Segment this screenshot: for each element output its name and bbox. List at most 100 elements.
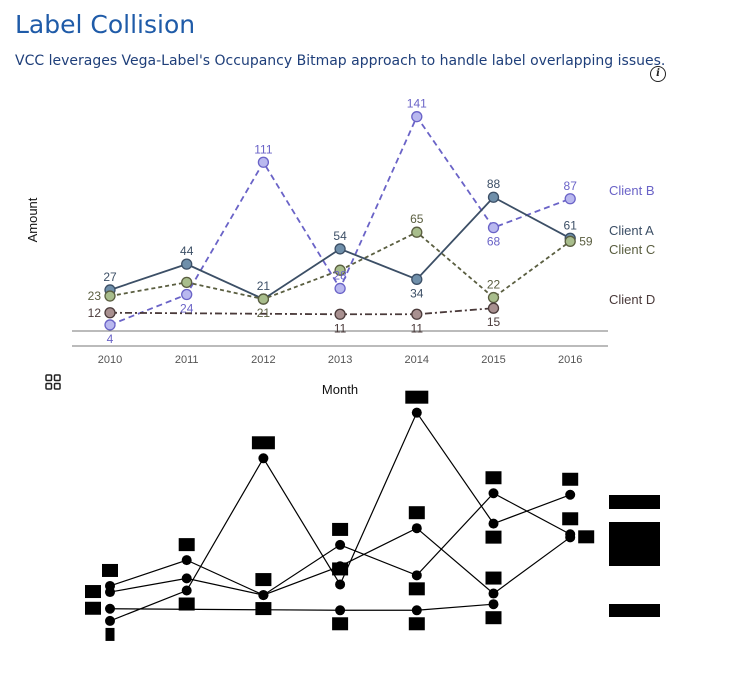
data-point <box>181 288 193 301</box>
bitmap-point <box>488 588 499 599</box>
bitmap-point <box>105 587 115 598</box>
data-point <box>411 273 423 285</box>
bitmap-label-block <box>332 562 349 576</box>
bitmap-series-block <box>609 604 660 617</box>
bitmap-label-block <box>405 390 429 404</box>
bitmap-point <box>565 532 576 543</box>
bitmap-label-block <box>578 530 595 544</box>
bitmap-point <box>258 590 269 601</box>
bitmap-label-block <box>408 617 425 631</box>
bitmap-label-block <box>102 563 118 577</box>
data-label: 28 <box>333 268 347 282</box>
x-tick-label: 2012 <box>251 354 275 366</box>
series-label: Client A <box>609 223 654 238</box>
info-icon[interactable]: i <box>650 66 666 82</box>
data-point <box>334 282 346 295</box>
bitmap-label-block <box>255 573 272 587</box>
data-label: 15 <box>487 315 501 329</box>
bitmap-line <box>109 603 494 611</box>
line-chart: 2010 2011 2012 2013 2014 2015 2016MonthAmount … <box>25 97 655 397</box>
data-label: 21 <box>257 306 271 320</box>
bitmap-label-block <box>485 530 502 544</box>
bitmap-point <box>181 585 192 596</box>
bitmap-point <box>565 489 576 500</box>
bitmap-point <box>488 599 499 610</box>
bitmap-label-block <box>255 602 272 616</box>
data-label: 4 <box>107 332 114 346</box>
data-label: 21 <box>257 279 271 293</box>
bitmap-point <box>411 407 422 418</box>
bitmap-label-block <box>251 436 275 450</box>
bitmap-label-block <box>105 627 115 641</box>
data-label: 141 <box>407 97 427 111</box>
bitmap-point <box>258 453 269 464</box>
x-tick-label: 2015 <box>481 354 505 366</box>
x-axis-title: Month <box>322 382 358 397</box>
series-label: Client C <box>609 242 655 257</box>
data-point <box>411 226 423 238</box>
data-label: 34 <box>410 286 424 300</box>
x-tick-label: 2014 <box>405 354 429 366</box>
data-point <box>334 308 346 320</box>
data-point <box>411 308 423 320</box>
x-tick-label: 2011 <box>175 354 199 366</box>
data-label: 111 <box>254 142 273 156</box>
data-label: 11 <box>334 321 347 335</box>
page-title: Label Collision <box>15 10 196 39</box>
data-point <box>104 307 116 319</box>
bitmap-label-block <box>332 617 349 631</box>
bitmap-label-block <box>485 471 502 485</box>
data-label: 23 <box>88 289 102 303</box>
data-label: 59 <box>579 234 593 248</box>
grid-icon[interactable] <box>45 374 61 390</box>
data-point <box>104 319 116 331</box>
data-point <box>487 302 500 314</box>
bitmap-label-block <box>485 571 502 585</box>
y-axis-title: Amount <box>25 197 40 242</box>
data-label: 11 <box>411 321 424 335</box>
data-label: 87 <box>564 179 578 193</box>
bitmap-point <box>411 523 422 534</box>
page-subtitle: VCC leverages Vega-Label's Occupancy Bit… <box>15 53 666 69</box>
data-point <box>411 111 423 123</box>
x-tick-label: 2016 <box>558 354 582 366</box>
data-label: 61 <box>564 218 578 232</box>
bitmap-point <box>488 518 499 529</box>
x-tick-label: 2013 <box>328 354 352 366</box>
series-label: Client B <box>609 183 655 198</box>
bitmap-label-block <box>562 512 579 526</box>
series-line <box>109 307 494 316</box>
chart-data-labels: 4 24 111 28 141 68 87 27 44 21 54 34 88 61 23 21 65 22 59 1… <box>88 97 593 346</box>
x-tick-label: 2010 <box>98 354 122 366</box>
bitmap-label-block <box>408 582 425 596</box>
data-point <box>487 221 500 234</box>
bitmap-label-block <box>485 611 502 625</box>
data-label: 65 <box>410 212 424 226</box>
data-point <box>181 258 193 270</box>
data-label: 44 <box>180 244 194 258</box>
bitmap-label-block <box>332 522 349 536</box>
chart-series-labels: Client B Client A Client C Client D <box>609 183 655 307</box>
bitmap-point <box>181 555 192 566</box>
bitmap-series-block <box>609 495 660 509</box>
bitmap-label-block <box>178 538 195 552</box>
bitmap-point <box>335 605 346 616</box>
chart-points <box>104 111 576 331</box>
data-point <box>334 264 346 276</box>
data-label: 22 <box>487 278 501 292</box>
data-label: 24 <box>180 302 194 316</box>
bitmap-point <box>411 605 422 616</box>
bitmap-line <box>109 411 571 622</box>
bitmap-point <box>335 539 346 550</box>
data-point <box>257 156 270 168</box>
data-point <box>334 243 346 255</box>
bitmap-point <box>105 615 115 626</box>
data-label: 54 <box>333 229 347 243</box>
bitmap-label-block <box>178 597 195 611</box>
bitmap-point <box>411 570 422 581</box>
bitmap-label-block <box>562 472 579 486</box>
data-point <box>257 293 270 305</box>
bitmap-point <box>105 603 115 614</box>
data-label: 68 <box>487 235 501 249</box>
chart-axes: 2010 2011 2012 2013 2014 2015 2016 Month Amount <box>25 197 608 397</box>
